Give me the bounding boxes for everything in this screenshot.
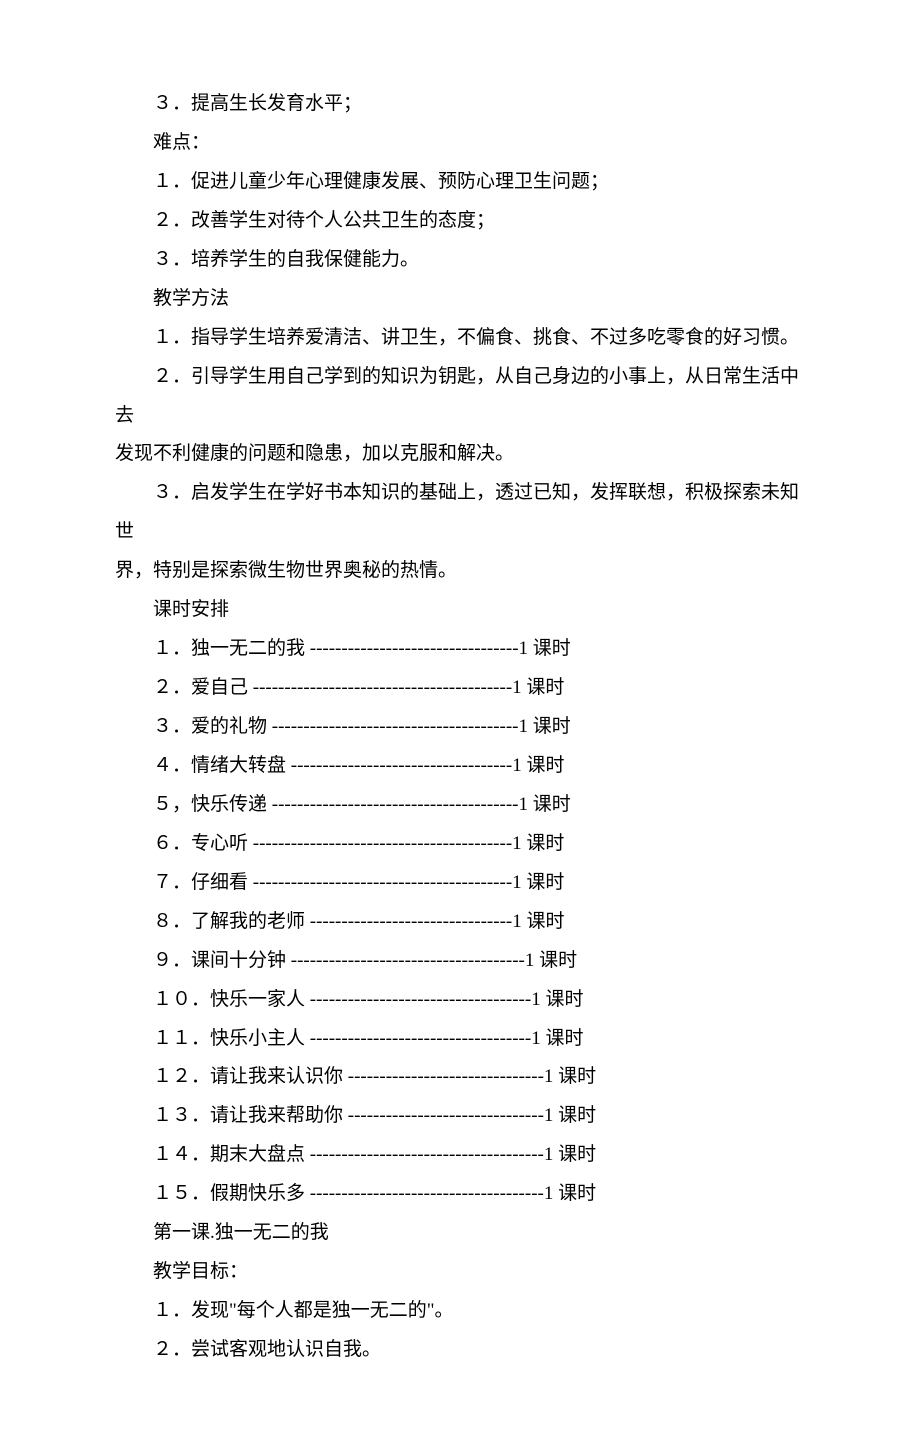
schedule-item: ３．爱的礼物 ---------------------------------… [115, 708, 805, 747]
paragraph: ２．尝试客观地认识自我。 [115, 1331, 805, 1370]
schedule-item: １１．快乐小主人 -------------------------------… [115, 1020, 805, 1059]
schedule-item: ４．情绪大转盘 --------------------------------… [115, 747, 805, 786]
schedule-item: １２．请让我来认识你 -----------------------------… [115, 1058, 805, 1097]
paragraph-continuation: 界，特别是探索微生物世界奥秘的热情。 [115, 552, 805, 591]
paragraph: 第一课.独一无二的我 [115, 1214, 805, 1253]
schedule-item: １３．请让我来帮助你 -----------------------------… [115, 1097, 805, 1136]
paragraph-continuation: 发现不利健康的问题和隐患，加以克服和解决。 [115, 435, 805, 474]
schedule-item: ２．爱自己 ----------------------------------… [115, 669, 805, 708]
schedule-item: ５，快乐传递 ---------------------------------… [115, 786, 805, 825]
schedule-item: １０．快乐一家人 -------------------------------… [115, 981, 805, 1020]
schedule-item: ７．仔细看 ----------------------------------… [115, 864, 805, 903]
paragraph: 教学方法 [115, 280, 805, 319]
paragraph: １．促进儿童少年心理健康发展、预防心理卫生问题； [115, 163, 805, 202]
schedule-item: １．独一无二的我 -------------------------------… [115, 630, 805, 669]
paragraph: 课时安排 [115, 591, 805, 630]
schedule-item: ８．了解我的老师 -------------------------------… [115, 903, 805, 942]
paragraph: １．指导学生培养爱清洁、讲卫生，不偏食、挑食、不过多吃零食的好习惯。 [115, 319, 805, 358]
paragraph: ３．启发学生在学好书本知识的基础上，透过已知，发挥联想，积极探索未知世 [115, 474, 805, 552]
paragraph: ３．培养学生的自我保健能力。 [115, 241, 805, 280]
schedule-item: ６．专心听 ----------------------------------… [115, 825, 805, 864]
schedule-item: １４．期末大盘点 -------------------------------… [115, 1136, 805, 1175]
paragraph: ２．改善学生对待个人公共卫生的态度； [115, 202, 805, 241]
paragraph: ３．提高生长发育水平； [115, 85, 805, 124]
paragraph: 教学目标： [115, 1253, 805, 1292]
paragraph: 难点： [115, 124, 805, 163]
schedule-item: ９．课间十分钟 --------------------------------… [115, 942, 805, 981]
paragraph: １．发现"每个人都是独一无二的"。 [115, 1292, 805, 1331]
paragraph: ２．引导学生用自己学到的知识为钥匙，从自己身边的小事上，从日常生活中去 [115, 358, 805, 436]
schedule-item: １５．假期快乐多 -------------------------------… [115, 1175, 805, 1214]
